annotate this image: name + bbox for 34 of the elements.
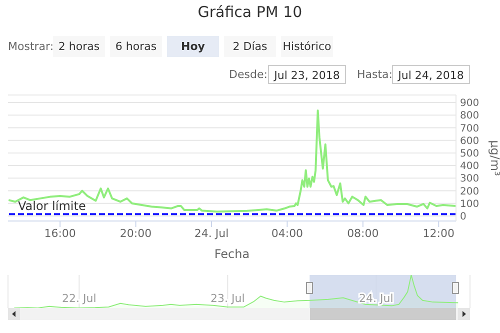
x-tick-label: 24. Jul (359, 292, 394, 305)
text: Mostrar: (8, 40, 54, 53)
y-tick-label: 800 (460, 110, 480, 122)
x-tick-label: 08:00 (347, 226, 379, 240)
y-tick-label: 900 (460, 98, 480, 110)
x-tick-label: 22. Jul (62, 292, 96, 305)
line-series (8, 110, 456, 213)
y-tick-label: 400 (460, 161, 480, 172)
y-tick-label: 0 (460, 212, 466, 223)
y-tick-label: 500 (460, 148, 480, 160)
text: Hoy (167, 36, 219, 57)
text: Jul 23, 2018 (268, 65, 346, 84)
text: Hasta: (357, 68, 393, 81)
y-tick-label: 200 (460, 186, 480, 198)
text: 2 Días (224, 36, 276, 57)
y-tick-label: 700 (460, 123, 480, 134)
y-tick-label: 600 (460, 136, 480, 147)
y-axis-title: µg/m³ (488, 140, 500, 176)
text: Desde: (229, 68, 268, 81)
x-axis-title: Fecha (214, 247, 250, 261)
x-tick-label: 16:00 (44, 226, 76, 240)
chart-title: Gráfica PM 10 (196, 3, 304, 21)
x-tick-label: 23. Jul (210, 292, 245, 305)
x-tick-label: 12:00 (422, 226, 454, 240)
x-tick-label: 24. Jul (194, 226, 229, 240)
text: 6 horas (110, 36, 162, 57)
text: 2 horas (53, 36, 105, 57)
text: Histórico (281, 36, 333, 57)
text: Jul 24, 2018 (392, 65, 470, 84)
y-tick-label: 300 (460, 174, 480, 185)
ref-line-label: Valor límite (18, 199, 86, 214)
x-tick-label: 04:00 (271, 226, 304, 240)
y-tick-label: 100 (460, 198, 480, 210)
x-tick-label: 20:00 (120, 226, 152, 240)
